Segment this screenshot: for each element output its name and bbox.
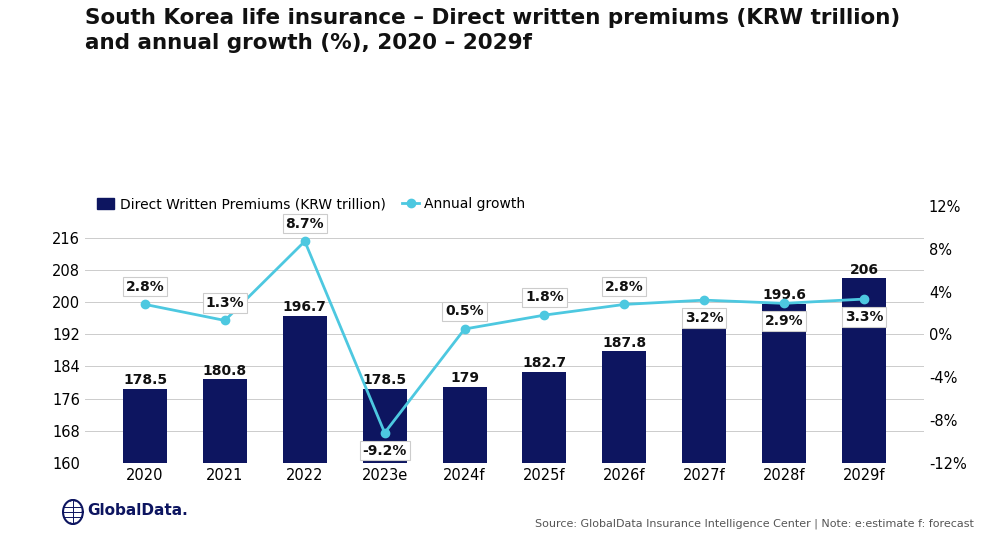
Text: Source: GlobalData Insurance Intelligence Center | Note: e:estimate f: forecast: Source: GlobalData Insurance Intelligenc… [535,518,974,529]
Bar [123,388,167,535]
Text: 187.8: 187.8 [602,335,646,349]
Text: 179: 179 [451,371,480,385]
Text: 3.2%: 3.2% [685,311,723,325]
Text: 196.7: 196.7 [283,300,327,314]
Text: 2.8%: 2.8% [605,280,643,294]
Text: 8.7%: 8.7% [286,217,324,231]
Text: 178.5: 178.5 [123,373,167,387]
Bar [762,304,806,535]
Text: 180.8: 180.8 [203,364,247,378]
Text: 3.3%: 3.3% [845,310,883,324]
Bar [602,351,646,535]
Bar [283,316,327,535]
Text: 193.8: 193.8 [682,311,726,325]
Bar [842,278,886,535]
Bar [363,388,407,535]
Text: 206: 206 [849,263,878,277]
Text: 0.5%: 0.5% [446,304,484,318]
Bar [682,327,726,535]
Bar [203,379,247,535]
Text: -9.2%: -9.2% [363,444,407,457]
Legend: Direct Written Premiums (KRW trillion), Annual growth: Direct Written Premiums (KRW trillion), … [92,192,531,217]
Text: 178.5: 178.5 [363,373,407,387]
Text: 199.6: 199.6 [762,288,806,302]
Bar [522,372,566,535]
Text: 1.8%: 1.8% [525,291,563,304]
Text: South Korea life insurance – Direct written premiums (KRW trillion)
and annual g: South Korea life insurance – Direct writ… [85,8,900,53]
Text: 182.7: 182.7 [522,356,566,370]
Text: 1.3%: 1.3% [206,296,244,310]
Text: 2.9%: 2.9% [765,314,803,328]
Text: GlobalData.: GlobalData. [87,503,188,518]
Bar [443,386,487,535]
Text: 2.8%: 2.8% [126,280,165,294]
